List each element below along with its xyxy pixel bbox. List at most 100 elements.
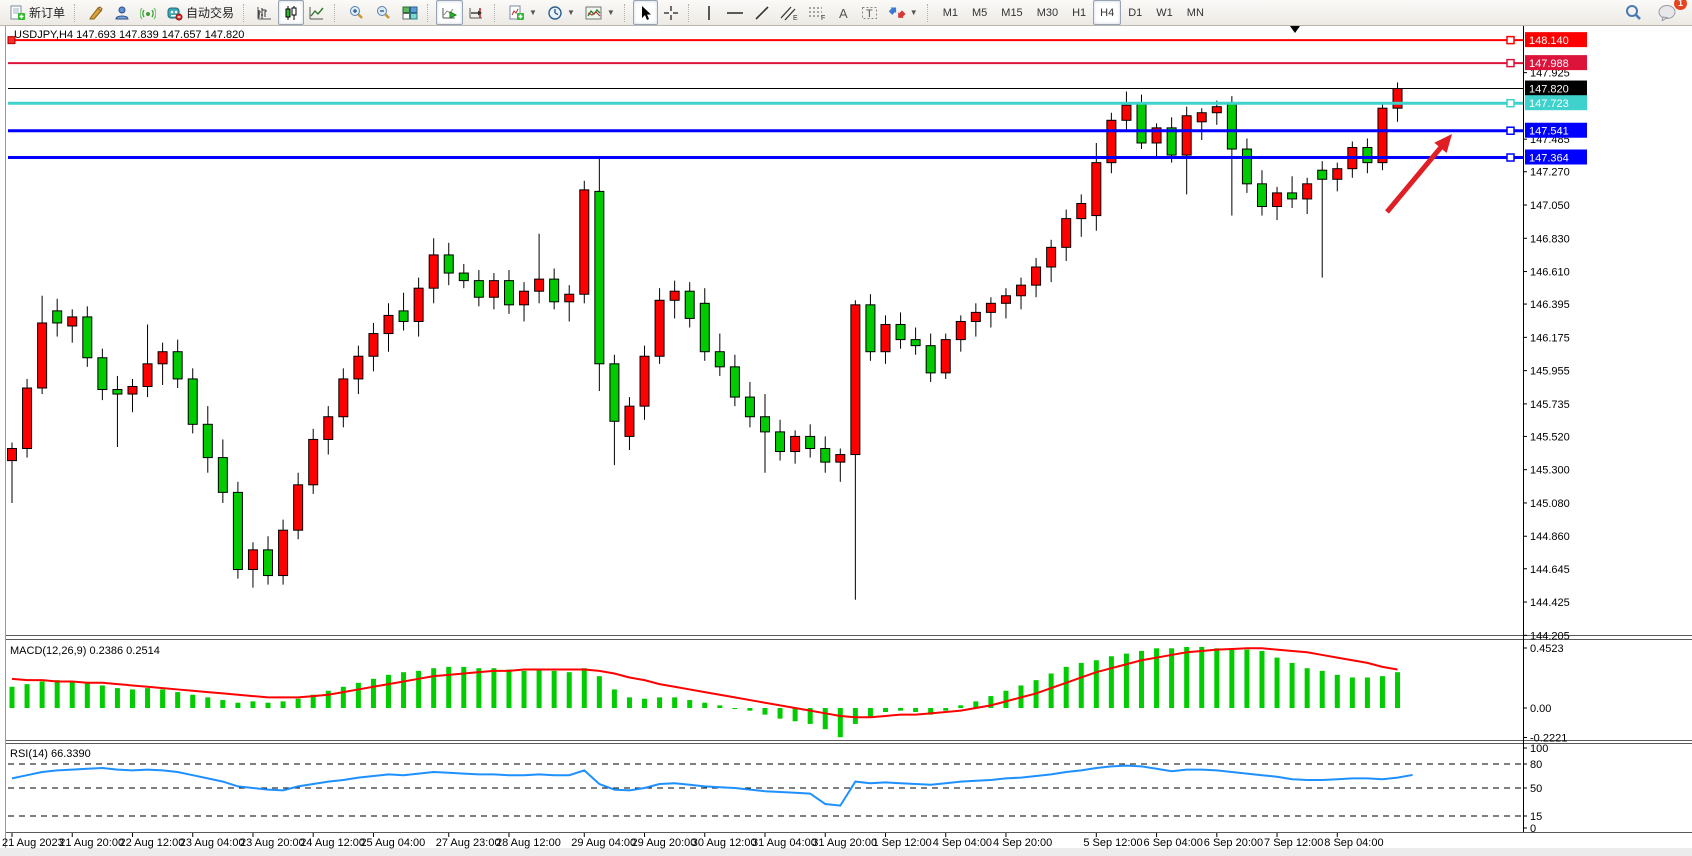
time-label: 6 Sep 20:00 — [1204, 837, 1263, 849]
candle-up — [157, 351, 168, 365]
price-line-label-bg — [1525, 32, 1587, 48]
signals-button[interactable] — [135, 0, 161, 25]
tile-windows-button[interactable] — [397, 0, 423, 25]
macd-bar — [882, 708, 888, 712]
line-handle[interactable] — [1506, 58, 1515, 68]
cursor-tool-button[interactable] — [632, 0, 658, 25]
zoom-in-button[interactable] — [343, 0, 370, 25]
graphic-tool-button[interactable] — [83, 0, 109, 25]
timeframe-m5[interactable]: M5 — [972, 6, 988, 19]
candle-up — [835, 454, 846, 463]
candle-down — [172, 351, 183, 380]
vertical-line-icon — [707, 5, 710, 20]
time-label: 4 Sep 20:00 — [993, 837, 1052, 849]
autotrading-robot-icon — [167, 7, 183, 20]
time-label: 23 Aug 04:00 — [180, 837, 245, 849]
candle-down — [97, 357, 108, 391]
macd-bar — [54, 680, 60, 709]
tile-windows-icon — [402, 6, 418, 19]
macd-bar — [205, 697, 211, 709]
timeframe-mn[interactable]: MN — [1186, 6, 1204, 19]
timeframe-h1[interactable]: H1 — [1072, 6, 1087, 19]
candlestick-mode-button[interactable] — [278, 0, 305, 25]
candle-up — [519, 290, 530, 306]
indicators-button[interactable]: ▼ — [503, 0, 542, 25]
arrow-annotation[interactable] — [1385, 134, 1452, 214]
candle-down — [202, 423, 213, 459]
candlestick-icon — [285, 5, 297, 20]
candle-down — [232, 491, 243, 571]
trendline-tool-button[interactable] — [749, 0, 775, 25]
time-label: 29 Aug 04:00 — [571, 837, 636, 849]
auto-scroll-button[interactable] — [436, 0, 464, 25]
timeframe-w1[interactable]: W1 — [1156, 6, 1173, 19]
line-handle[interactable] — [7, 36, 16, 45]
rsi-tick-label: 100 — [1530, 743, 1548, 755]
macd-bar — [1259, 650, 1265, 709]
candle-down — [217, 457, 228, 493]
macd-bar — [250, 701, 256, 709]
candle-down — [1287, 192, 1298, 200]
crosshair-tool-button[interactable] — [658, 0, 684, 25]
line-handle[interactable] — [1506, 35, 1515, 45]
line-handle[interactable] — [1506, 98, 1515, 108]
horizontal-line-tool-button[interactable] — [721, 0, 749, 25]
macd-bar — [657, 697, 663, 709]
price-tick-label: 144.425 — [1530, 597, 1570, 609]
macd-bar — [611, 689, 617, 709]
text-tool-button[interactable]: A — [831, 0, 856, 25]
new-order-button[interactable]: 新订单 — [4, 0, 70, 25]
macd-bar — [777, 708, 783, 719]
time-label: 31 Aug 04:00 — [752, 837, 817, 849]
candle-down — [714, 351, 725, 368]
price-line-label-bg — [1525, 80, 1587, 96]
macd-bar — [1108, 656, 1114, 709]
candle-down — [82, 316, 93, 359]
arrows-tool-button[interactable]: ▼ — [884, 0, 923, 25]
vertical-line-tool-button[interactable] — [697, 0, 721, 25]
candle-up — [278, 529, 289, 577]
line-chart-mode-button[interactable] — [304, 0, 330, 25]
macd-bar — [280, 701, 286, 709]
timeframe-h4[interactable]: H4 — [1093, 0, 1122, 25]
timeframe-m1[interactable]: M1 — [942, 6, 958, 19]
macd-bar — [747, 708, 753, 711]
search-button[interactable] — [1619, 0, 1647, 25]
candle-down — [760, 416, 770, 433]
periods-button[interactable]: ▼ — [542, 0, 580, 25]
candle-up — [7, 448, 17, 462]
equidistant-channel-tool-button[interactable]: E — [775, 0, 803, 25]
text-label-tool-button[interactable]: T — [856, 0, 884, 25]
macd-bar — [536, 669, 542, 709]
macd-bar — [1184, 646, 1190, 709]
price-axis[interactable]: 147.925147.485147.270147.050146.830146.6… — [1523, 32, 1587, 642]
line-handle[interactable] — [1506, 153, 1515, 162]
expert-advisor-button[interactable] — [109, 0, 135, 25]
templates-button[interactable]: ▼ — [580, 0, 620, 25]
macd-bar — [461, 666, 467, 709]
candle-down — [895, 323, 906, 341]
macd-bar — [1048, 673, 1054, 709]
autotrading-button[interactable]: 自动交易 — [161, 0, 239, 25]
timeframe-m30[interactable]: M30 — [1036, 6, 1059, 19]
macd-bar — [84, 682, 90, 709]
chart-shift-button[interactable] — [463, 0, 490, 25]
macd-bar — [114, 688, 120, 709]
price-tick-label: 145.520 — [1530, 431, 1570, 443]
macd-bar — [1379, 676, 1385, 709]
macd-bar — [99, 685, 105, 709]
candle-down — [1317, 169, 1328, 180]
indicators-icon — [509, 5, 525, 20]
price-tick-label: 147.925 — [1530, 68, 1570, 80]
line-handle[interactable] — [1506, 126, 1515, 135]
fibonacci-tool-button[interactable]: F — [803, 0, 831, 25]
timeframe-m15[interactable]: M15 — [1001, 6, 1023, 19]
timeframe-d1[interactable]: D1 — [1128, 6, 1143, 19]
bar-chart-mode-button[interactable] — [252, 0, 278, 25]
zoom-out-button[interactable] — [370, 0, 397, 25]
notifications-button[interactable]: 1 — [1653, 0, 1687, 25]
candle-up — [247, 549, 258, 571]
dropdown-caret-icon: ▼ — [529, 8, 537, 17]
